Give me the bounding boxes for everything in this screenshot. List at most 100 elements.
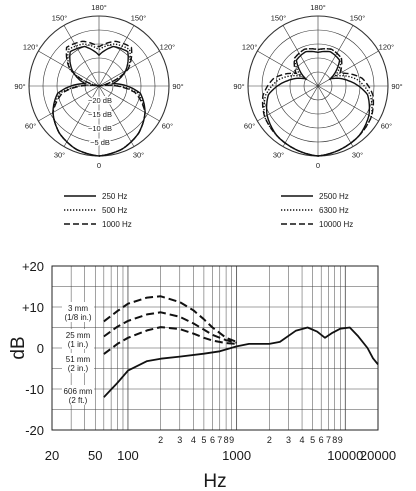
polar-spoke [98, 25, 135, 87]
polar-angle-label: 60° [25, 122, 36, 131]
polar-spoke [317, 85, 354, 147]
legend-label: 2500 Hz [319, 192, 349, 201]
polar-angle-label: 120° [379, 43, 395, 52]
y-tick-label: -10 [25, 382, 44, 397]
polar-angle-label: 60° [162, 122, 173, 131]
series-label: (1/8 in.) [64, 313, 91, 322]
response-line-3 [103, 326, 379, 398]
x-tick-label: 10000 [327, 448, 363, 463]
legend-label: 1000 Hz [102, 220, 132, 229]
x-minor-tick-label: 9 [229, 435, 234, 445]
y-tick-label: +20 [22, 259, 44, 274]
polar-angle-label: 90° [233, 82, 244, 91]
x-axis-label: Hz [203, 471, 226, 491]
polar-angle-label: 120° [242, 43, 258, 52]
x-tick-label: 50 [88, 448, 102, 463]
response-line-0 [103, 295, 237, 343]
y-axis-label: dB [8, 336, 29, 359]
polar-spoke [38, 85, 100, 122]
x-minor-tick-label: 5 [310, 435, 315, 445]
legend-label: 6300 Hz [319, 206, 349, 215]
polar-angle-label: 0 [316, 161, 320, 170]
series-label: (2 ft.) [69, 396, 88, 405]
x-minor-tick-label: 4 [300, 435, 305, 445]
polar-angle-label: 150° [350, 14, 366, 23]
y-tick-label: -20 [25, 423, 44, 438]
x-tick-label: 20000 [360, 448, 396, 463]
polar-pattern-low: 180° 150° 150° 120° 120° 90° 90° 60° 60° 30° 30° 0 −… [14, 3, 183, 170]
polar-series-dotted [52, 43, 146, 157]
series-label: 25 mm [66, 331, 91, 340]
y-tick-label: 0 [37, 341, 44, 356]
x-minor-tick-label: 4 [191, 435, 196, 445]
x-minor-tick-label: 3 [286, 435, 291, 445]
polar-angle-label: 150° [131, 14, 147, 23]
x-minor-tick-label: 3 [177, 435, 182, 445]
x-minor-tick-label: 6 [210, 435, 215, 445]
polar-angle-label: 90° [172, 82, 183, 91]
x-minor-tick-label: 7 [217, 435, 222, 445]
x-tick-label: 100 [117, 448, 139, 463]
x-minor-tick-label: 9 [338, 435, 343, 445]
polar-angle-label: 150° [271, 14, 287, 23]
x-tick-label: 1000 [222, 448, 251, 463]
legend-label: 500 Hz [102, 206, 127, 215]
polar-angle-label: 30° [352, 150, 363, 159]
polar-spoke [98, 50, 160, 87]
series-label: 51 mm [66, 355, 91, 364]
legend-low: 250 Hz 500 Hz 1000 Hz [64, 192, 132, 229]
polar-ring-label: −10 dB [88, 124, 112, 133]
x-minor-tick-label: 8 [332, 435, 337, 445]
polar-spoke [98, 85, 135, 147]
polar-series-dashed [52, 40, 146, 157]
polar-angle-label: 30° [133, 150, 144, 159]
polar-angle-label: 30° [273, 150, 284, 159]
series-label: (1 in.) [68, 340, 89, 349]
x-minor-tick-label: 5 [201, 435, 206, 445]
y-tick-label: +10 [22, 300, 44, 315]
x-tick-label: 20 [45, 448, 59, 463]
polar-angle-label: 180° [91, 3, 107, 12]
legend-label: 10000 Hz [319, 220, 353, 229]
legend-label: 250 Hz [102, 192, 127, 201]
x-minor-tick-label: 2 [267, 435, 272, 445]
polar-spoke [63, 85, 100, 147]
response-line-2 [103, 326, 237, 355]
series-label-bg [62, 302, 94, 322]
series-label: (2 in.) [68, 364, 89, 373]
polar-angle-label: 30° [54, 150, 65, 159]
polar-angle-label: 60° [381, 122, 392, 131]
polar-series-dotted [263, 48, 373, 157]
polar-angle-label: 60° [244, 122, 255, 131]
x-minor-tick-label: 6 [319, 435, 324, 445]
polar-spoke [63, 25, 100, 87]
polar-angle-label: 90° [14, 82, 25, 91]
series-label: 3 mm [68, 304, 88, 313]
polar-ring-label: −15 dB [88, 110, 112, 119]
polar-pattern-high: 180° 150° 150° 120° 120° 90° 90° 60° 60° 30° 30° 0 [233, 3, 402, 170]
polar-spoke [98, 85, 160, 122]
polar-angle-label: 120° [23, 43, 39, 52]
x-minor-tick-label: 8 [224, 435, 229, 445]
series-label-bg [62, 385, 94, 405]
series-label-bg [62, 353, 94, 373]
plot-frame [51, 265, 379, 431]
polar-angle-label: 180° [310, 3, 326, 12]
polar-spoke [282, 85, 319, 147]
polar-angle-label: 90° [391, 82, 402, 91]
polar-spoke [38, 50, 100, 87]
polar-ring-label: −5 dB [90, 138, 110, 147]
series-label-bg [62, 329, 94, 349]
series-label: 606 mm [64, 387, 93, 396]
polar-angle-label: 150° [52, 14, 68, 23]
x-minor-tick-label: 7 [326, 435, 331, 445]
polar-angle-label: 0 [97, 161, 101, 170]
polar-series-solid [265, 50, 371, 157]
response-line-1 [103, 311, 237, 344]
legend-high: 2500 Hz 6300 Hz 10000 Hz [281, 192, 353, 229]
polar-ring-label: −20 dB [88, 96, 112, 105]
x-minor-tick-label: 2 [158, 435, 163, 445]
polar-angle-label: 120° [160, 43, 176, 52]
